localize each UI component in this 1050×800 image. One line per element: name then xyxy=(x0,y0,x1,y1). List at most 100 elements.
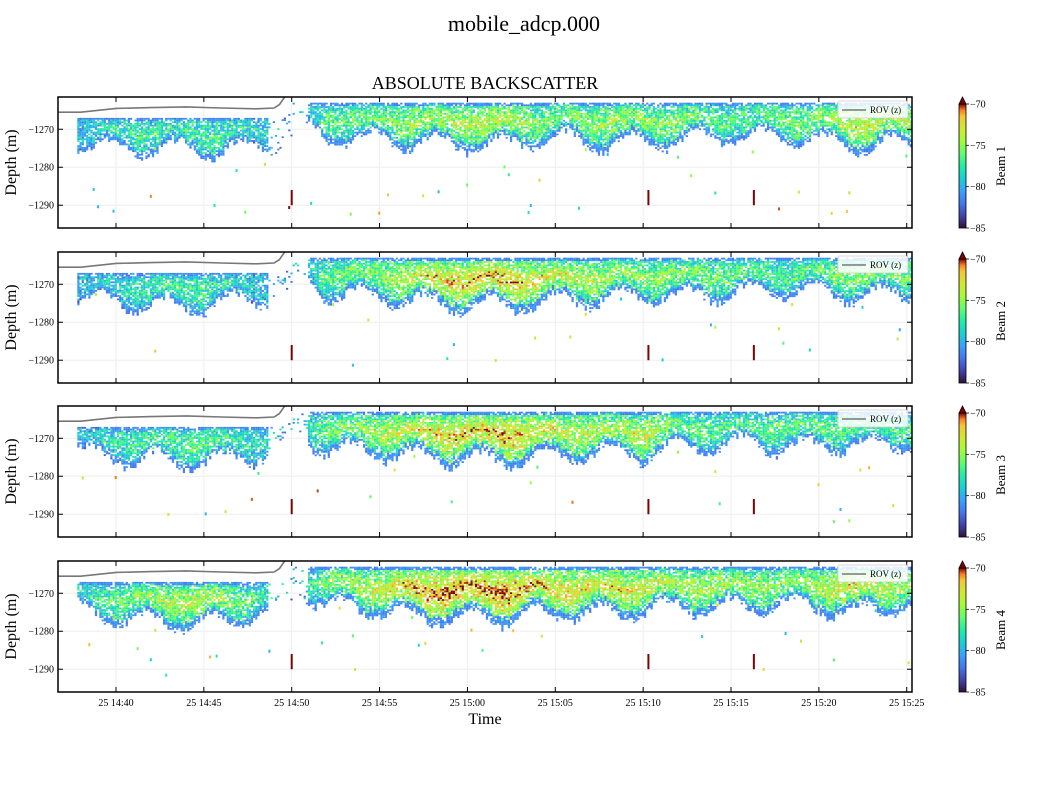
heatmap-cell xyxy=(257,126,259,128)
heatmap-cell xyxy=(460,103,462,105)
heatmap-cell xyxy=(607,140,609,142)
heatmap-cell xyxy=(361,106,363,108)
heatmap-cell xyxy=(113,118,115,120)
heatmap-cell xyxy=(664,103,666,105)
heatmap-cell xyxy=(717,132,719,134)
heatmap-cell xyxy=(598,108,600,110)
heatmap-cell xyxy=(376,106,378,108)
heatmap-cell xyxy=(143,130,145,132)
heatmap-cell xyxy=(385,128,387,130)
heatmap-cell xyxy=(446,103,448,105)
heatmap-cell xyxy=(547,104,549,106)
heatmap-cell xyxy=(613,139,615,141)
heatmap-cell xyxy=(152,145,154,147)
heatmap-cell xyxy=(176,135,178,137)
heatmap-cell xyxy=(266,133,268,135)
heatmap-cell xyxy=(644,137,646,139)
heatmap-cell xyxy=(236,126,238,128)
heatmap-cell xyxy=(589,113,591,115)
heatmap-cell xyxy=(653,137,655,139)
heatmap-cell xyxy=(334,110,336,112)
heatmap-cell xyxy=(629,128,631,130)
heatmap-cell xyxy=(121,118,123,120)
heatmap-cell xyxy=(734,116,736,118)
heatmap-cell xyxy=(622,134,624,136)
heatmap-cell xyxy=(605,115,607,117)
heatmap-cell xyxy=(367,113,369,115)
heatmap-cell xyxy=(534,116,536,118)
heatmap-cell xyxy=(473,128,475,130)
heatmap-cell xyxy=(102,138,104,140)
heatmap-cell xyxy=(387,132,389,134)
heatmap-cell xyxy=(130,147,132,149)
heatmap-cell xyxy=(717,123,719,125)
heatmap-cell xyxy=(668,127,670,129)
heatmap-cell xyxy=(337,103,339,105)
heatmap-cell xyxy=(396,145,398,147)
heatmap-cell xyxy=(743,120,745,122)
heatmap-cell xyxy=(130,132,132,134)
heatmap-cell xyxy=(350,134,352,136)
heatmap-cell xyxy=(205,149,207,151)
heatmap-cell xyxy=(446,108,448,110)
heatmap-cell xyxy=(631,110,633,112)
heatmap-cell xyxy=(699,104,701,106)
heatmap-cell xyxy=(576,118,578,120)
heatmap-cell xyxy=(367,110,369,112)
heatmap-cell xyxy=(602,144,604,146)
heatmap-cell xyxy=(653,120,655,122)
heatmap-cell xyxy=(613,108,615,110)
heatmap-cell xyxy=(260,132,262,134)
heatmap-cell xyxy=(247,128,249,130)
heatmap-cell xyxy=(398,145,400,147)
heatmap-cell xyxy=(192,120,194,122)
heatmap-cell xyxy=(134,149,136,151)
heatmap-cell xyxy=(132,144,134,146)
heatmap-cell xyxy=(247,130,249,132)
heatmap-cell xyxy=(385,120,387,122)
heatmap-cell xyxy=(424,127,426,129)
heatmap-cell xyxy=(391,132,393,134)
heatmap-cell xyxy=(629,113,631,115)
heatmap-cell xyxy=(108,125,110,127)
heatmap-cell xyxy=(211,157,213,159)
heatmap-cell xyxy=(323,110,325,112)
heatmap-cell xyxy=(345,127,347,129)
heatmap-cell xyxy=(690,122,692,124)
heatmap-cell xyxy=(275,135,277,137)
heatmap-cell xyxy=(163,130,165,132)
heatmap-cell xyxy=(471,142,473,144)
heatmap-cell xyxy=(688,116,690,118)
heatmap-cell xyxy=(407,142,409,144)
heatmap-cell xyxy=(148,135,150,137)
heatmap-speck xyxy=(350,213,352,216)
heatmap-speck xyxy=(97,205,99,208)
heatmap-cell xyxy=(598,147,600,149)
heatmap-cell xyxy=(482,127,484,129)
heatmap-cell xyxy=(618,137,620,139)
heatmap-cell xyxy=(196,123,198,125)
heatmap-cell xyxy=(554,113,556,115)
heatmap-cell xyxy=(271,137,273,139)
heatmap-cell xyxy=(220,120,222,122)
heatmap-cell xyxy=(229,133,231,135)
heatmap-cell xyxy=(486,103,488,105)
heatmap-cell xyxy=(750,115,752,117)
heatmap-cell xyxy=(172,133,174,135)
heatmap-cell xyxy=(591,108,593,110)
heatmap-cell xyxy=(242,137,244,139)
heatmap-cell xyxy=(214,121,216,123)
heatmap-cell xyxy=(648,140,650,142)
heatmap-cell xyxy=(714,127,716,129)
heatmap-cell xyxy=(734,122,736,124)
heatmap-cell xyxy=(609,142,611,144)
heatmap-cell xyxy=(409,132,411,134)
heatmap-cell xyxy=(350,106,352,108)
heatmap-cell xyxy=(747,104,749,106)
heatmap-cell xyxy=(747,123,749,125)
heatmap-cell xyxy=(701,104,703,106)
heatmap-cell xyxy=(471,135,473,137)
heatmap-cell xyxy=(611,139,613,141)
heatmap-cell xyxy=(251,140,253,142)
heatmap-cell xyxy=(420,104,422,106)
